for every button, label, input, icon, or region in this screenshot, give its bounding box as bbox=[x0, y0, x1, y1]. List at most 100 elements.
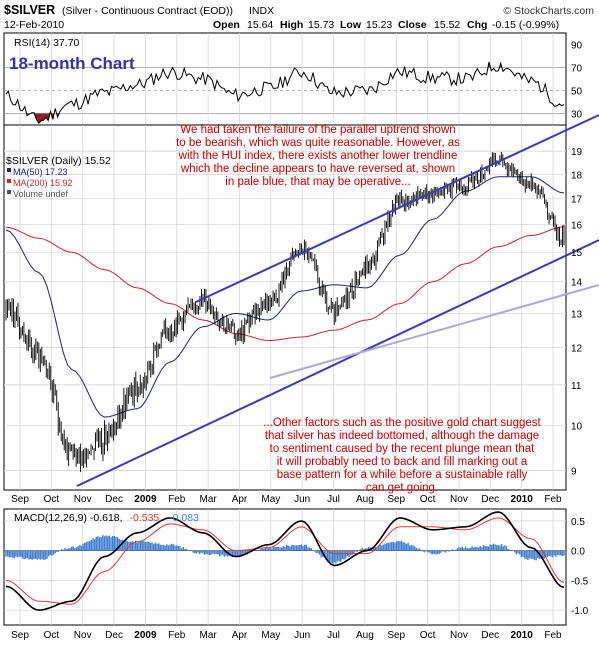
macd-tick-label: 0.0 bbox=[571, 547, 585, 558]
lower-channel-trendline bbox=[76, 239, 599, 487]
histogram-bar bbox=[267, 548, 270, 551]
histogram-bar bbox=[6, 550, 9, 557]
histogram-bar bbox=[13, 550, 15, 559]
histogram-bar bbox=[450, 550, 452, 552]
histogram-bar bbox=[341, 550, 344, 560]
histogram-bar bbox=[64, 547, 66, 551]
macd-tick-label: -1.0 bbox=[571, 606, 589, 617]
histogram-bar bbox=[105, 535, 107, 551]
histogram-bar bbox=[433, 550, 436, 554]
histogram-bar bbox=[520, 550, 523, 558]
histogram-bar bbox=[386, 543, 388, 551]
histogram-bar bbox=[123, 540, 125, 551]
histogram-bar bbox=[43, 550, 45, 560]
histogram-bar bbox=[315, 550, 317, 553]
histogram-bar bbox=[546, 550, 549, 557]
histogram-bar bbox=[79, 544, 81, 551]
histogram-bar bbox=[422, 550, 424, 552]
quote-date: 12-Feb-2010 bbox=[4, 19, 64, 31]
histogram-bar bbox=[428, 550, 431, 553]
histogram-bar bbox=[481, 547, 483, 551]
legend-entry: MA(50) 17.23 bbox=[13, 167, 68, 177]
histogram-bar bbox=[561, 550, 564, 557]
price-tick-label: 15 bbox=[571, 248, 583, 259]
chg-label: Chg bbox=[467, 19, 487, 31]
rsi-tick-label: 90 bbox=[571, 41, 583, 52]
histogram-bar bbox=[394, 542, 396, 551]
month-label: Sep bbox=[11, 494, 29, 505]
macd-label-histogram: -0.083 bbox=[169, 512, 199, 524]
annotation-top-line: to be bearish, which was quite reasonabl… bbox=[176, 137, 460, 149]
histogram-bar bbox=[305, 544, 308, 551]
histogram-bar bbox=[556, 550, 559, 555]
histogram-bar bbox=[412, 545, 414, 551]
histogram-bar bbox=[215, 550, 217, 555]
month-label: May bbox=[261, 630, 280, 641]
histogram-bar bbox=[198, 550, 201, 555]
histogram-bar bbox=[551, 550, 554, 558]
histogram-bar bbox=[102, 535, 104, 551]
histogram-bar bbox=[29, 550, 32, 559]
histogram-bar bbox=[116, 537, 119, 551]
histogram-bar bbox=[134, 540, 137, 551]
histogram-bar bbox=[560, 550, 562, 556]
histogram-bar bbox=[162, 544, 165, 551]
histogram-bar bbox=[118, 538, 120, 551]
histogram-bar bbox=[164, 545, 166, 551]
histogram-bar bbox=[197, 550, 199, 553]
month-label: Apr bbox=[232, 494, 248, 505]
histogram-bar bbox=[338, 550, 340, 562]
histogram-bar bbox=[297, 545, 299, 551]
high-value: 15.73 bbox=[308, 19, 334, 31]
histogram-bar bbox=[108, 535, 111, 551]
month-axis-upper: Sep Oct Nov Dec 2009 Feb Mar Apr May Jun Jul Aug Sep… bbox=[11, 494, 562, 505]
histogram-bar bbox=[72, 546, 74, 551]
histogram-bar bbox=[318, 550, 321, 555]
histogram-bar bbox=[496, 545, 498, 551]
macd-panel: MACD(12,26,9) -0.618, -0.535, -0.083 0.5… bbox=[3, 508, 589, 626]
price-tick-label: 14 bbox=[571, 278, 583, 289]
histogram-bar bbox=[295, 545, 298, 551]
histogram-bar bbox=[464, 546, 467, 551]
histogram-bar bbox=[294, 545, 296, 551]
histogram-bar bbox=[436, 550, 439, 555]
month-label: Jun bbox=[294, 630, 310, 641]
histogram-bar bbox=[203, 550, 206, 555]
histogram-bar bbox=[377, 545, 380, 551]
histogram-bar bbox=[494, 544, 496, 551]
histogram-bar bbox=[113, 536, 116, 551]
macd-histogram bbox=[5, 535, 565, 564]
histogram-bar bbox=[349, 550, 352, 556]
histogram-bar bbox=[179, 545, 181, 551]
histogram-bar bbox=[115, 536, 117, 551]
histogram-bar bbox=[299, 544, 301, 551]
histogram-bar bbox=[443, 550, 445, 552]
histogram-bar bbox=[351, 550, 353, 555]
month-label: May bbox=[261, 494, 280, 505]
histogram-bar bbox=[180, 548, 183, 551]
month-label: Sep bbox=[387, 494, 405, 505]
histogram-bar bbox=[200, 550, 202, 553]
month-label: Feb bbox=[544, 494, 562, 505]
histogram-bar bbox=[354, 550, 357, 552]
histogram-bar bbox=[331, 550, 334, 564]
histogram-bar bbox=[514, 550, 516, 553]
histogram-bar bbox=[537, 550, 539, 559]
histogram-bar bbox=[328, 550, 331, 563]
month-label: Sep bbox=[11, 630, 29, 641]
low-label: Low bbox=[340, 19, 362, 31]
histogram-bar bbox=[144, 541, 147, 551]
histogram-bar bbox=[167, 545, 170, 551]
histogram-bar bbox=[189, 550, 191, 552]
annotation-top-line: with the HUI index, there exists another… bbox=[178, 150, 458, 162]
month-label: Dec bbox=[105, 494, 123, 505]
histogram-bar bbox=[502, 546, 504, 551]
histogram-bar bbox=[432, 550, 434, 555]
histogram-bar bbox=[195, 550, 198, 554]
low-value: 15.23 bbox=[366, 19, 392, 31]
histogram-bar bbox=[409, 545, 411, 551]
chg-value: -0.15 (-0.99%) bbox=[492, 19, 559, 31]
histogram-bar bbox=[345, 550, 347, 559]
histogram-bar bbox=[34, 550, 37, 559]
month-label: Jun bbox=[294, 494, 310, 505]
